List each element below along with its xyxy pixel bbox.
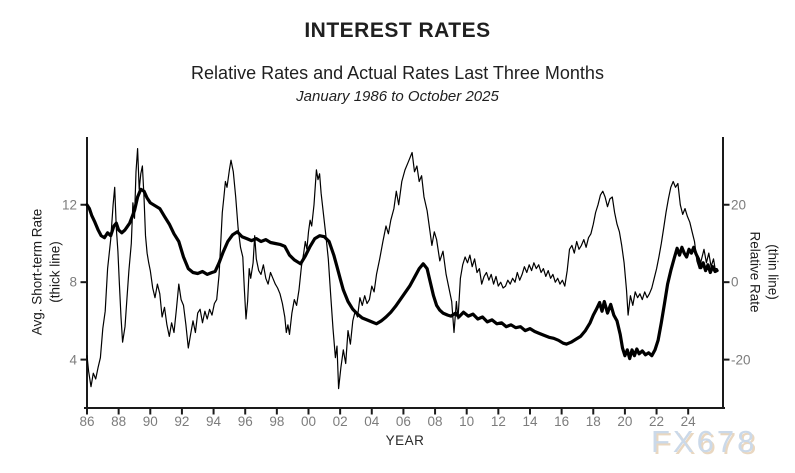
x-tick-label: 94	[206, 414, 222, 429]
x-tick-label: 02	[332, 414, 348, 429]
x-tick-label: 20	[617, 414, 633, 429]
right-tick-label: 0	[731, 274, 739, 290]
relative-rate-line	[86, 148, 718, 390]
x-tick-label: 22	[649, 414, 665, 429]
x-tick-label: 86	[79, 414, 95, 429]
right-tick-label: -20	[731, 352, 751, 368]
chart-date-range: January 1986 to October 2025	[296, 88, 499, 105]
x-tick-label: 96	[237, 414, 253, 429]
x-tick-label: 18	[585, 414, 601, 429]
right-tick-label: 20	[731, 197, 747, 213]
x-tick-label: 98	[269, 414, 285, 429]
left-tick-label: 8	[69, 274, 77, 290]
x-tick-label: 04	[364, 414, 380, 429]
x-tick-label: 14	[522, 414, 538, 429]
watermark-fx678: FX678	[651, 424, 758, 459]
chart-subtitle: Relative Rates and Actual Rates Last Thr…	[191, 63, 604, 83]
chart-title: INTEREST RATES	[304, 19, 491, 42]
x-tick-label: 24	[680, 414, 696, 429]
avg-short-term-rate-line	[85, 187, 719, 361]
x-tick-label: 16	[554, 414, 570, 429]
x-tick-label: 10	[459, 414, 475, 429]
x-tick-label: 08	[427, 414, 443, 429]
left-tick-label: 12	[61, 197, 77, 213]
x-tick-label: 00	[300, 414, 316, 429]
x-axis-title: YEAR	[385, 433, 425, 448]
x-tick-label: 12	[490, 414, 506, 429]
left-tick-label: 4	[69, 352, 77, 368]
x-tick-label: 88	[111, 414, 127, 429]
x-tick-label: 06	[395, 414, 411, 429]
x-tick-label: 90	[142, 414, 158, 429]
x-tick-label: 92	[174, 414, 190, 429]
